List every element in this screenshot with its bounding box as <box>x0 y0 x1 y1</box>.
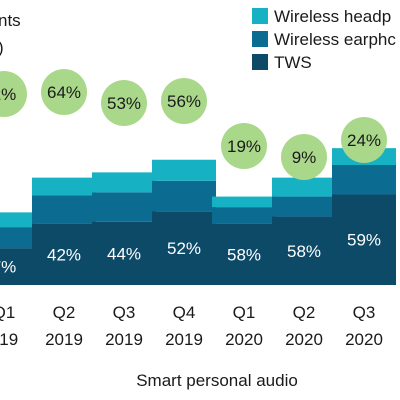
legend-swatch <box>252 31 268 47</box>
bar-segment <box>92 221 156 285</box>
growth-label: 53% <box>107 94 141 113</box>
bar-segment <box>92 192 156 222</box>
chart-title-line-2: ) <box>0 38 4 57</box>
x-tick-label-quarter: Q2 <box>293 303 316 322</box>
x-tick-label-quarter: Q1 <box>0 303 15 322</box>
growth-label: 2% <box>0 85 16 104</box>
bar-segment <box>32 223 96 285</box>
bar-segment <box>0 227 36 249</box>
growth-bubble <box>41 69 87 115</box>
tws-share-label: 58% <box>287 242 321 261</box>
growth-bubble <box>101 80 147 126</box>
growth-label: 56% <box>167 92 201 111</box>
growth-bubble <box>0 71 27 117</box>
x-tick-label-year: 2020 <box>225 330 263 349</box>
growth-label: 64% <box>47 83 81 102</box>
x-tick-label-year: 2020 <box>345 330 383 349</box>
bar-segment <box>272 196 336 217</box>
legend-swatch <box>252 8 268 24</box>
tws-share-label: 7% <box>0 258 16 277</box>
growth-bubble <box>281 134 327 180</box>
bar-segment <box>212 223 276 285</box>
bar-segment <box>152 180 216 212</box>
tws-share-label: 42% <box>47 245 81 264</box>
bar-segment <box>272 177 336 197</box>
legend-label: Wireless headp <box>274 7 391 26</box>
bar-segment <box>332 194 396 285</box>
x-tick-label-quarter: Q1 <box>233 303 256 322</box>
x-tick-label-quarter: Q3 <box>353 303 376 322</box>
x-axis-label: Smart personal audio <box>136 371 298 390</box>
x-tick-label-year: 2020 <box>285 330 323 349</box>
growth-bubble <box>221 123 267 169</box>
legend-label: Wireless earphc <box>274 30 396 49</box>
x-tick-label-quarter: Q4 <box>173 303 196 322</box>
x-axis-ticks: Q1 019 Q2 2019 Q3 2019 Q4 2019 Q1 2020 Q2 2020 Q3 202… <box>0 303 383 349</box>
tws-share-label: 52% <box>167 239 201 258</box>
tws-share-label: 58% <box>227 245 261 264</box>
bar-segment <box>152 159 216 181</box>
bar-segment <box>152 211 216 285</box>
x-tick-label-year: 019 <box>0 330 18 349</box>
tws-share-labels: 7% 42% 44% 52% 58% 58% 59% <box>0 231 381 277</box>
bar-segment <box>32 195 96 224</box>
tws-share-label: 44% <box>107 244 141 263</box>
bar-segment <box>212 207 276 224</box>
x-tick-label-quarter: Q3 <box>113 303 136 322</box>
growth-label: 24% <box>347 131 381 150</box>
growth-bubble <box>161 78 207 124</box>
x-tick-label-quarter: Q2 <box>53 303 76 322</box>
bar-segment <box>0 248 36 285</box>
growth-label: 19% <box>227 137 261 156</box>
bar-segment <box>0 212 36 228</box>
x-tick-label-year: 2019 <box>165 330 203 349</box>
bar-segment <box>332 165 396 195</box>
x-tick-label-year: 2019 <box>45 330 83 349</box>
legend-swatch <box>252 54 268 70</box>
bars-layer <box>0 148 396 285</box>
bar-segment <box>92 172 156 193</box>
x-tick-label-year: 2019 <box>105 330 143 349</box>
growth-bubbles: 2% 64% 53% 56% 19% 9% 24% <box>0 69 387 180</box>
tws-share-label: 59% <box>347 231 381 250</box>
legend: Wireless headp Wireless earphc TWS <box>252 7 396 72</box>
legend-label: TWS <box>274 53 312 72</box>
growth-bubble <box>341 117 387 163</box>
growth-label: 9% <box>292 148 317 167</box>
bar-segment <box>272 216 336 285</box>
bar-segment <box>212 196 276 208</box>
chart-title-line-1: nts <box>0 11 21 30</box>
chart-title: nts ) <box>0 11 21 57</box>
bar-segment <box>32 177 96 196</box>
